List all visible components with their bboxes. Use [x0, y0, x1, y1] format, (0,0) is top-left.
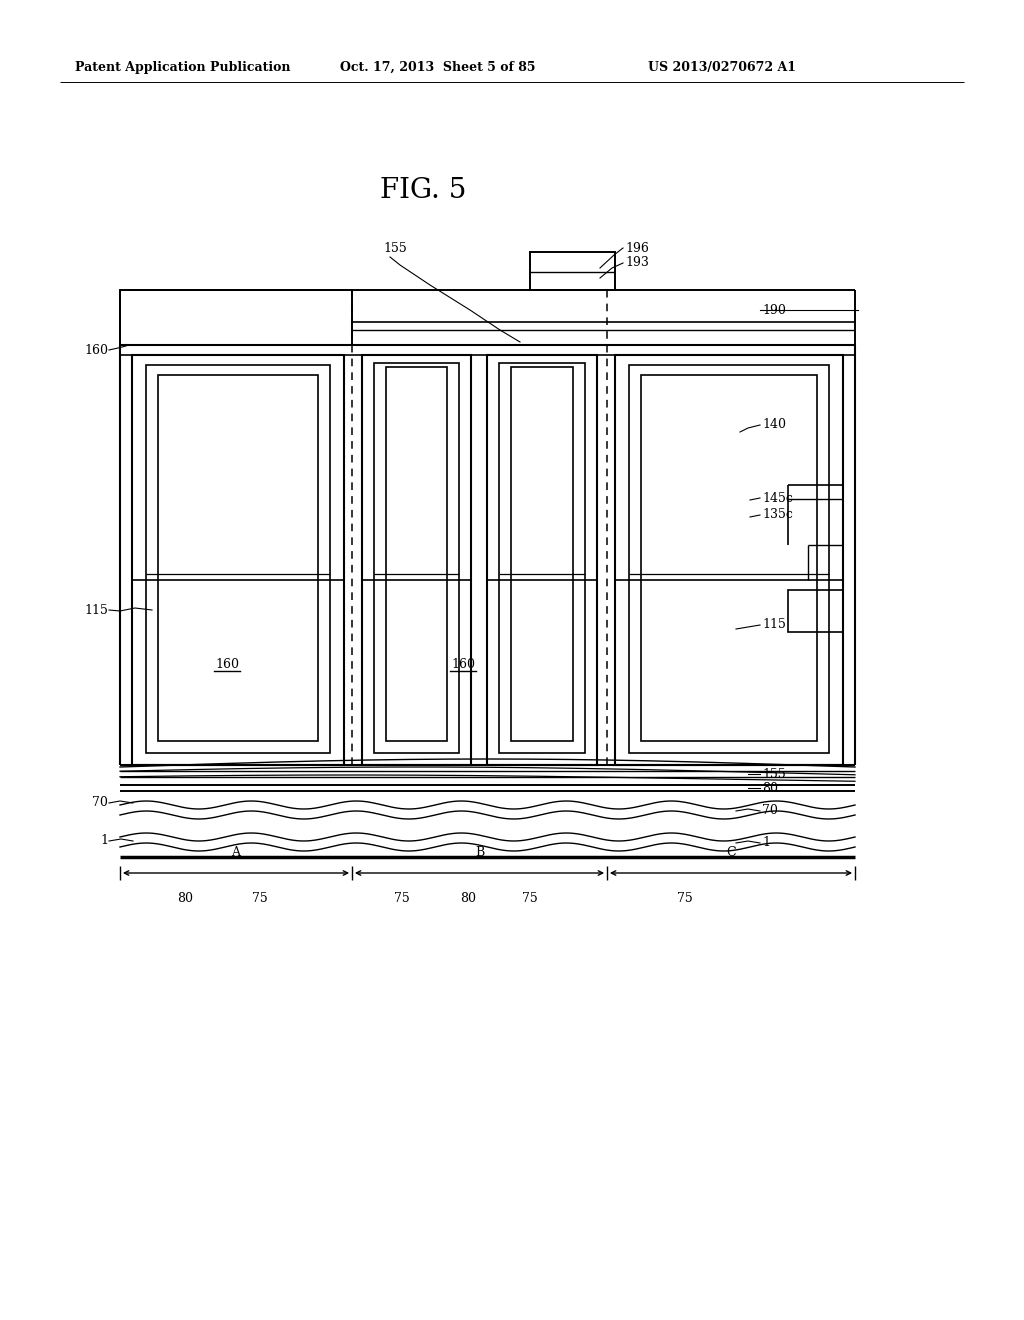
Text: 140: 140: [762, 418, 786, 432]
Text: 75: 75: [522, 891, 538, 904]
Text: 75: 75: [394, 891, 410, 904]
Text: 75: 75: [677, 891, 693, 904]
Bar: [374, 363, 459, 752]
Text: 70: 70: [762, 804, 778, 817]
Bar: [132, 355, 344, 766]
Text: 80: 80: [762, 781, 778, 795]
Text: 115: 115: [762, 619, 785, 631]
Text: 1: 1: [100, 834, 108, 847]
Bar: [788, 590, 843, 632]
Bar: [530, 252, 615, 290]
Text: 193: 193: [625, 256, 649, 269]
Text: 70: 70: [92, 796, 108, 809]
Text: 155: 155: [383, 242, 407, 255]
Bar: [487, 355, 597, 766]
Text: US 2013/0270672 A1: US 2013/0270672 A1: [648, 61, 796, 74]
Text: 190: 190: [762, 304, 785, 317]
Text: C: C: [726, 846, 736, 859]
Bar: [615, 355, 843, 766]
Bar: [158, 375, 318, 741]
Text: 160: 160: [451, 659, 475, 672]
Text: 145c: 145c: [762, 491, 793, 504]
Bar: [629, 366, 829, 752]
Text: 196: 196: [625, 242, 649, 255]
Text: Patent Application Publication: Patent Application Publication: [75, 61, 291, 74]
Bar: [499, 363, 585, 752]
Bar: [511, 367, 573, 741]
Text: Oct. 17, 2013  Sheet 5 of 85: Oct. 17, 2013 Sheet 5 of 85: [340, 61, 536, 74]
Text: A: A: [231, 846, 241, 859]
Bar: [120, 290, 352, 345]
Text: 160: 160: [84, 343, 108, 356]
Bar: [362, 355, 471, 766]
Text: 135c: 135c: [762, 508, 793, 521]
Text: B: B: [475, 846, 484, 859]
Text: 115: 115: [84, 603, 108, 616]
Text: FIG. 5: FIG. 5: [380, 177, 466, 203]
Text: 75: 75: [252, 891, 268, 904]
Bar: [146, 366, 330, 752]
Bar: [641, 375, 817, 741]
Text: 1: 1: [762, 837, 770, 850]
Text: 155: 155: [762, 767, 785, 780]
Text: 80: 80: [177, 891, 193, 904]
Text: 80: 80: [460, 891, 476, 904]
Text: 160: 160: [215, 659, 239, 672]
Bar: [386, 367, 447, 741]
